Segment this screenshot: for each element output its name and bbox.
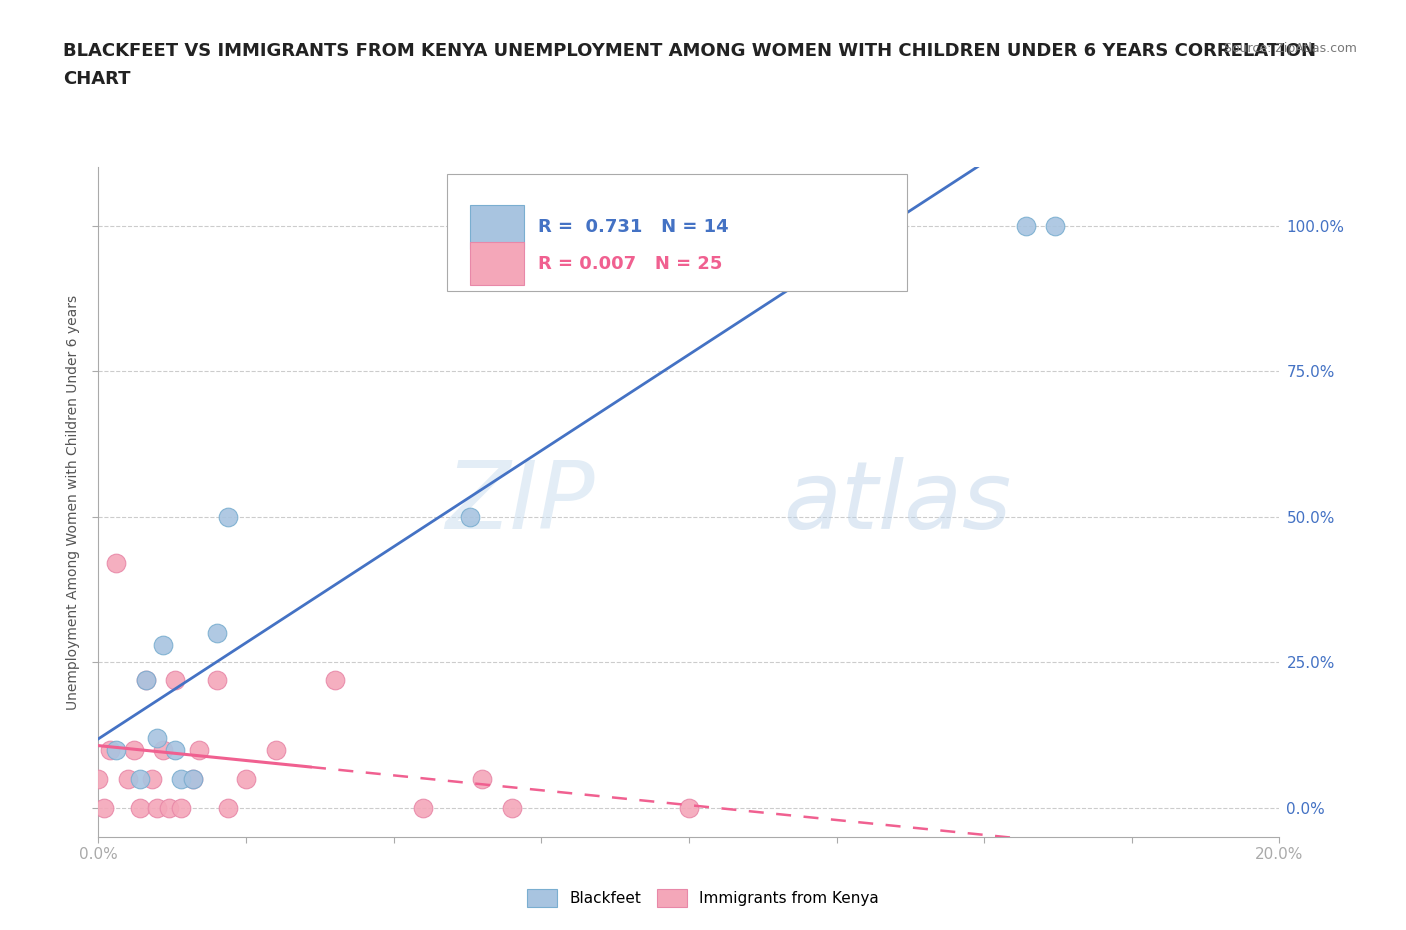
Point (471, 771, 494, 786)
FancyBboxPatch shape (471, 242, 523, 286)
Text: ZIP: ZIP (444, 457, 595, 548)
Point (205, 672, 228, 687)
Text: CHART: CHART (63, 70, 131, 87)
Point (205, 626, 228, 641)
FancyBboxPatch shape (471, 206, 523, 249)
Text: atlas: atlas (783, 457, 1012, 548)
Point (146, 731, 169, 746)
Point (1043, 219, 1066, 233)
Point (217, 801, 239, 816)
Point (117, 771, 139, 786)
Point (135, 672, 157, 687)
Legend: Blackfeet, Immigrants from Kenya: Blackfeet, Immigrants from Kenya (522, 884, 884, 911)
Point (170, 771, 193, 786)
Point (235, 771, 257, 786)
Point (181, 771, 204, 786)
Point (217, 510, 239, 525)
Point (181, 771, 204, 786)
Point (825, 219, 848, 233)
Point (122, 742, 145, 757)
Point (412, 801, 434, 816)
Text: R = 0.007   N = 25: R = 0.007 N = 25 (537, 255, 723, 272)
Point (460, 510, 482, 525)
Point (105, 742, 128, 757)
Point (128, 771, 150, 786)
Point (157, 801, 180, 816)
Text: BLACKFEET VS IMMIGRANTS FROM KENYA UNEMPLOYMENT AMONG WOMEN WITH CHILDREN UNDER : BLACKFEET VS IMMIGRANTS FROM KENYA UNEMP… (63, 42, 1316, 60)
Point (264, 742, 287, 757)
Point (93, 801, 115, 816)
Text: R =  0.731   N = 14: R = 0.731 N = 14 (537, 219, 728, 236)
Point (165, 672, 187, 687)
Point (666, 219, 689, 233)
Point (170, 801, 193, 816)
Point (105, 556, 128, 571)
Point (135, 672, 157, 687)
Point (98, 742, 121, 757)
Point (141, 771, 163, 786)
Point (678, 801, 700, 816)
Point (152, 742, 174, 757)
Point (187, 742, 209, 757)
Point (152, 637, 174, 652)
Point (323, 672, 346, 687)
FancyBboxPatch shape (447, 174, 907, 291)
Y-axis label: Unemployment Among Women with Children Under 6 years: Unemployment Among Women with Children U… (66, 295, 80, 710)
Point (146, 801, 169, 816)
Point (589, 219, 612, 233)
Point (165, 742, 187, 757)
Point (87, 771, 110, 786)
Point (128, 801, 150, 816)
Point (501, 801, 523, 816)
Point (1014, 219, 1036, 233)
Text: Source: ZipAtlas.com: Source: ZipAtlas.com (1223, 42, 1357, 55)
